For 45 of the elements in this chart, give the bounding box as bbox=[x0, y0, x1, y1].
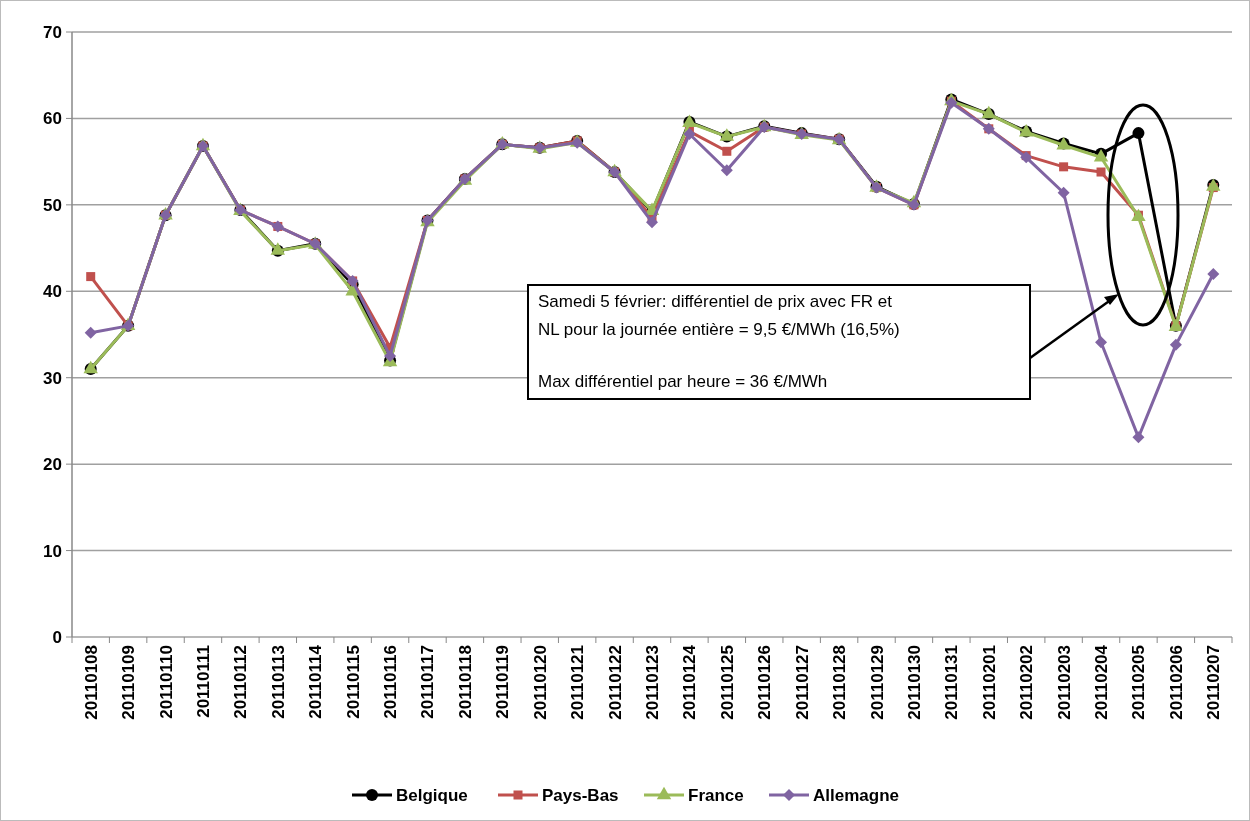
x-tick-label: 20110115 bbox=[343, 645, 363, 719]
y-tick-label: 60 bbox=[43, 109, 62, 129]
x-tick-label: 20110125 bbox=[717, 645, 737, 720]
x-tick-label: 20110108 bbox=[81, 645, 101, 720]
x-tick-label: 20110110 bbox=[156, 645, 176, 719]
y-tick-label: 50 bbox=[43, 195, 62, 215]
x-tick-label: 20110203 bbox=[1054, 645, 1074, 720]
x-tick-label: 20110119 bbox=[493, 645, 513, 719]
x-tick-label: 20110201 bbox=[979, 645, 999, 720]
y-tick-label: 10 bbox=[43, 541, 62, 561]
x-tick-label: 20110120 bbox=[530, 645, 550, 720]
annotation: Samedi 5 février: différentiel de prix avec FR et NL pour la journée entière = 9,5 €/MWh (16,5%) bbox=[538, 292, 900, 339]
x-tick-label: 20110114 bbox=[306, 644, 326, 719]
x-tick-label: 20110117 bbox=[418, 645, 438, 719]
x-tick-label: 20110118 bbox=[455, 645, 475, 719]
x-tick-label: 20110204 bbox=[1092, 644, 1112, 720]
x-tick-label: 20110124 bbox=[680, 644, 700, 720]
x-tick-label: 20110129 bbox=[867, 645, 887, 720]
legend-label: Allemagne bbox=[813, 785, 899, 805]
y-tick-label: 40 bbox=[43, 282, 62, 302]
x-tick-label: 20110207 bbox=[1204, 645, 1224, 720]
x-tick-label: 20110128 bbox=[830, 645, 850, 720]
x-tick-label: 20110202 bbox=[1017, 645, 1037, 720]
y-tick-label: 20 bbox=[43, 455, 62, 475]
x-tick-label: 20110113 bbox=[268, 645, 288, 719]
x-tick-label: 20110127 bbox=[792, 645, 812, 720]
x-tick-label: 20110126 bbox=[755, 645, 775, 720]
x-tick-label: 20110206 bbox=[1166, 645, 1186, 720]
x-tick-label: 20110121 bbox=[568, 645, 588, 720]
x-tick-label: 20110123 bbox=[643, 645, 662, 720]
x-tick-label: 20110131 bbox=[942, 645, 962, 720]
x-tick-label: 20110109 bbox=[119, 645, 139, 720]
y-tick-label: 70 bbox=[43, 22, 62, 42]
legend-label: Pays-Bas bbox=[542, 785, 619, 805]
x-tick-label: 20110205 bbox=[1129, 645, 1149, 720]
x-tick-label: 20110122 bbox=[605, 645, 625, 720]
x-tick-label: 20110130 bbox=[904, 645, 924, 720]
legend-label: Belgique bbox=[396, 785, 468, 805]
x-tick-label: 20110111 bbox=[193, 645, 213, 718]
legend-label: France bbox=[688, 785, 744, 805]
x-tick-label: 20110112 bbox=[231, 645, 251, 719]
annotation: Max différentiel par heure = 36 €/MWh bbox=[538, 372, 828, 391]
x-tick-label: 20110116 bbox=[381, 645, 401, 719]
y-tick-label: 30 bbox=[43, 368, 62, 388]
y-tick-label: 0 bbox=[52, 627, 62, 647]
